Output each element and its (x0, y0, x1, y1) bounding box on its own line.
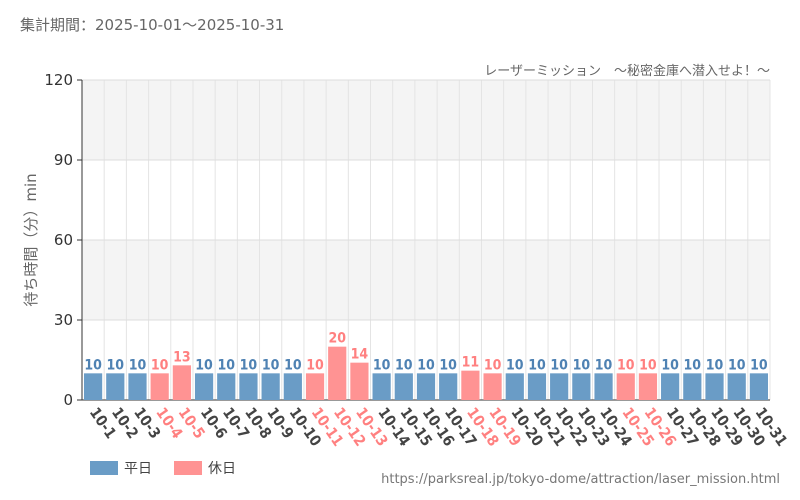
data-label: 10 (550, 357, 568, 373)
y-tick-label: 60 (54, 231, 73, 249)
bar (239, 373, 258, 400)
legend: 平日 休日 (90, 458, 258, 478)
data-label: 10 (484, 357, 502, 373)
data-label: 10 (240, 357, 258, 373)
legend-weekday-swatch (90, 461, 118, 475)
data-label: 10 (84, 357, 102, 373)
legend-weekday-label: 平日 (124, 461, 152, 477)
source-url: https://parksreal.jp/tokyo-dome/attracti… (381, 472, 780, 487)
data-label: 14 (351, 347, 369, 363)
data-label: 10 (373, 357, 391, 373)
data-label: 10 (617, 357, 635, 373)
data-label: 10 (262, 357, 280, 373)
bar (683, 373, 702, 400)
data-label: 10 (107, 357, 125, 373)
data-label: 20 (328, 331, 346, 347)
bar (305, 373, 325, 400)
data-label: 10 (595, 357, 613, 373)
data-label: 10 (306, 357, 324, 373)
data-label: 10 (573, 357, 591, 373)
bar (527, 373, 547, 400)
data-label: 13 (173, 349, 191, 365)
legend-holiday-label: 休日 (208, 461, 236, 477)
data-label: 10 (684, 357, 702, 373)
data-label: 11 (462, 355, 480, 371)
bar (328, 346, 347, 400)
bar (638, 373, 658, 400)
period-label: 集計期間：2025-10-01〜2025-10-31 (20, 16, 285, 34)
legend-holiday-swatch (174, 461, 202, 475)
data-label: 10 (439, 357, 457, 373)
legend-weekday: 平日 (90, 458, 152, 478)
bar (439, 373, 458, 400)
bar (616, 373, 635, 400)
bar (505, 373, 524, 400)
y-tick-label: 0 (63, 391, 73, 409)
bar (483, 373, 502, 400)
bar (572, 373, 591, 400)
bar (150, 373, 169, 400)
data-label: 10 (528, 357, 546, 373)
legend-holiday: 休日 (174, 458, 236, 478)
data-label: 10 (129, 357, 147, 373)
y-tick-label: 30 (54, 311, 73, 329)
plot-band (82, 80, 770, 160)
data-label: 10 (395, 357, 413, 373)
bar (550, 373, 569, 400)
data-label: 10 (417, 357, 435, 373)
bar (217, 373, 236, 400)
bar (372, 373, 391, 400)
data-label: 10 (661, 357, 679, 373)
data-label: 10 (506, 357, 524, 373)
data-label: 10 (706, 357, 724, 373)
y-axis-label: 待ち時間（分）min (22, 173, 40, 306)
bar (350, 362, 369, 400)
y-tick-label: 120 (44, 71, 73, 89)
y-tick-label: 90 (54, 151, 73, 169)
bar (594, 373, 613, 400)
bar (749, 373, 769, 400)
bar (261, 373, 280, 400)
data-label: 10 (750, 357, 768, 373)
plot-band (82, 240, 770, 320)
bar (727, 373, 746, 400)
data-label: 10 (728, 357, 746, 373)
bar (194, 373, 214, 400)
bar (394, 373, 413, 400)
bar (83, 373, 103, 400)
data-label: 10 (195, 357, 213, 373)
bar (705, 373, 724, 400)
data-label: 10 (639, 357, 657, 373)
bar (461, 370, 480, 400)
bar (283, 373, 302, 400)
plot-band (82, 160, 770, 240)
data-label: 10 (217, 357, 235, 373)
data-label: 10 (151, 357, 169, 373)
data-label: 10 (284, 357, 302, 373)
bar (172, 365, 191, 400)
bar (661, 373, 680, 400)
bar (106, 373, 125, 400)
attraction-title: レーザーミッション 〜秘密金庫へ潜入せよ！〜 (484, 64, 770, 79)
bar (128, 373, 147, 400)
bar (416, 373, 436, 400)
